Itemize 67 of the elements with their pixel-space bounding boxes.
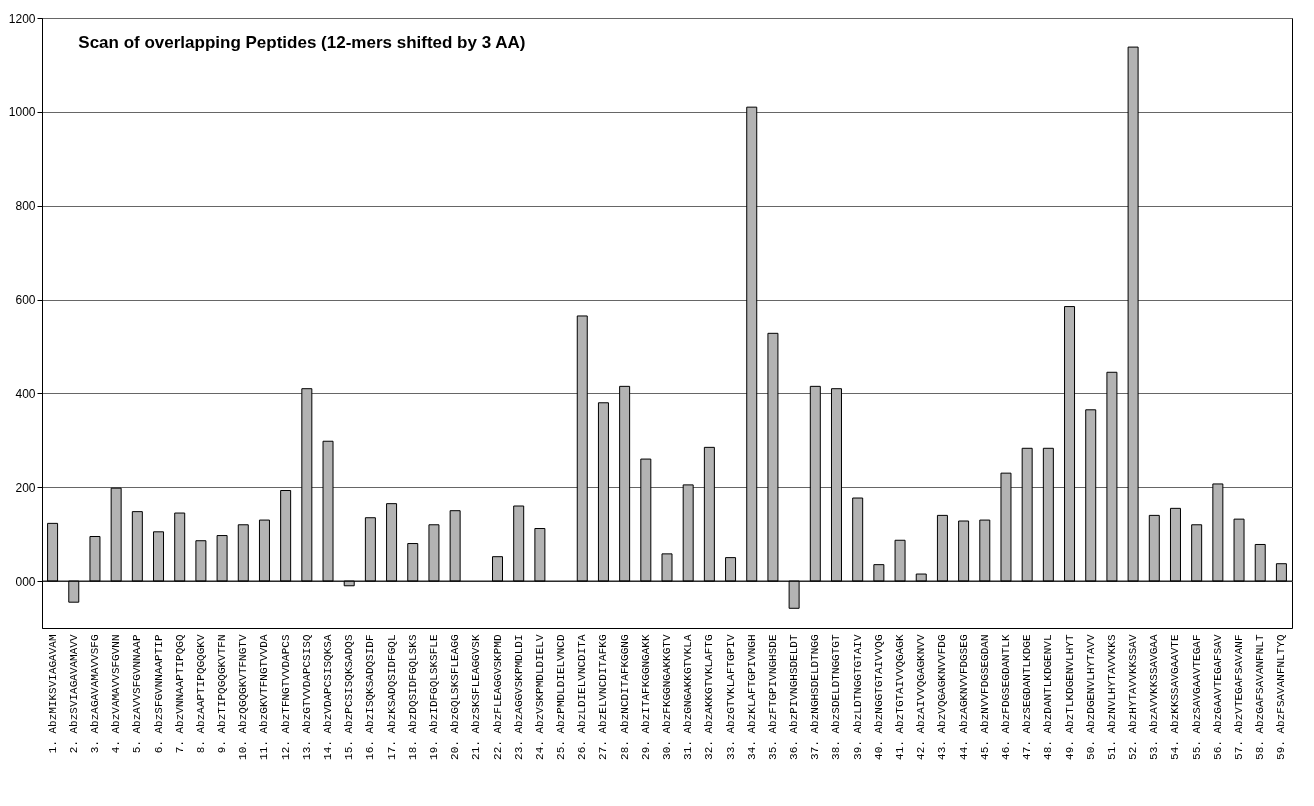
x-tick-label: 28. AbzNCDITAFKGGNG <box>618 634 631 760</box>
x-tick-label: 50. AbzDGENVLHYTAVV <box>1084 634 1097 760</box>
y-tick-label: 800 <box>15 199 36 214</box>
x-tick-label: 37. AbzNGHSDELDTNGG <box>809 634 822 760</box>
x-tick-label: 31. AbzGNGAKKGTVKLA <box>682 634 695 760</box>
x-tick-label: 36. AbzPIVNGHSDELDT <box>788 634 801 760</box>
y-tick-label: 1200 <box>8 11 36 26</box>
x-tick-label: 48. AbzDANTLKDGENVL <box>1042 634 1055 760</box>
x-tick-label: 59. AbzFSAVANFNLTYQ <box>1275 634 1288 760</box>
x-tick-label: 5. AbzAVVSFGVNNAAP <box>131 634 144 754</box>
x-tick-label: 21. AbzSKSFLEAGGVSK <box>470 634 483 760</box>
x-tick-label: 10. AbzQGQGKVTFNGTV <box>237 634 250 760</box>
x-tick-label: 53. AbzAVVKKSSAVGAA <box>1148 634 1161 760</box>
x-tick-label: 55. AbzSAVGAAVTEGAF <box>1190 634 1203 760</box>
x-tick-label: 58. AbzGAFSAVANFNLT <box>1254 634 1267 760</box>
x-tick-label: 19. AbzIDFGQLSKSFLE <box>427 634 440 760</box>
x-tick-label: 12. AbzTFNGTVVDAPCS <box>279 634 292 760</box>
x-tick-label: 32. AbzAKKGTVKLAFTG <box>703 634 716 760</box>
x-tick-label: 41. AbzTGTAIVVQGAGK <box>894 634 907 760</box>
x-tick-label: 4. AbzVAMAVVSFGVNN <box>110 634 123 754</box>
x-tick-label: 54. AbzKKSSAVGAAVTE <box>1169 634 1182 760</box>
x-tick-label: 18. AbzDQSIDFGQLSKS <box>406 634 419 760</box>
x-tick-label: 47. AbzSEGDANTLKDGE <box>1021 634 1034 760</box>
y-tick-label: 600 <box>15 293 36 308</box>
x-tick-label: 34. AbzKLAFTGPIVNGH <box>745 634 758 760</box>
x-tick-label: 15. AbzPCSISQKSADQS <box>343 634 356 760</box>
x-tick-label: 24. AbzVSKPMDLDIELV <box>533 634 546 760</box>
x-tick-label: 35. AbzFTGPIVNGHSDE <box>766 634 779 760</box>
x-tick-label: 1. AbzMIKSVIAGAVAM <box>46 634 59 754</box>
text: Scan of overlapping Peptides (12-mers shifted by 3 AA) <box>78 33 526 52</box>
x-tick-label: 7. AbzVNNAAPTIPQGQ <box>173 634 186 754</box>
x-tick-label: 42. AbzAIVVQGAGKNVV <box>915 634 928 760</box>
y-tick-label: 400 <box>15 386 36 401</box>
x-tick-label: 57. AbzVTEGAFSAVANF <box>1233 634 1246 760</box>
x-tick-label: 13. AbzGTVVDAPCSISQ <box>300 634 313 760</box>
x-tick-label: 30. AbzFKGGNGAKKGTV <box>661 634 673 760</box>
x-tick-label: 49. AbzTLKDGENVLHYT <box>1063 634 1076 760</box>
x-tick-label: 33. AbzGTVKLAFTGPIV <box>724 634 737 760</box>
x-tick-label: 2. AbzSVIAGAVAMAVV <box>67 634 80 754</box>
x-tick-label: 38. AbzSDELDTNGGTGT <box>830 634 843 760</box>
x-tick-label: 16. AbzISQKSADQSIDF <box>364 634 377 760</box>
y-tick-label: 1000 <box>8 105 36 120</box>
x-tick-label: 8. AbzAAPTIPQGQGKV <box>194 634 207 754</box>
x-tick-label: 9. AbzTIPQGQGKVTFN <box>216 634 229 754</box>
x-tick-label: 46. AbzFDGSEGDANTLK <box>999 634 1012 760</box>
x-tick-label: 26. AbzLDIELVNCDITA <box>576 634 589 760</box>
x-tick-label: 14. AbzVDAPCSISQKSA <box>322 634 335 760</box>
x-tick-label: 39. AbzLDTNGGTGTAIV <box>851 634 864 760</box>
x-tick-label: 29. AbzITAFKGGNGAKK <box>639 634 652 760</box>
x-tick-label: 56. AbzGAAVTEGAFSAV <box>1211 634 1224 760</box>
x-tick-label: 40. AbzNGGTGTAIVVQG <box>872 634 885 760</box>
x-tick-label: 6. AbzSFGVNNAAPTIP <box>152 634 165 754</box>
x-tick-label: 17. AbzKSADQSIDFGQL <box>385 634 398 760</box>
x-tick-label: 27. AbzELVNCDITAFKG <box>597 634 610 760</box>
x-tick-label: 20. AbzGQLSKSFLEAGG <box>449 634 462 760</box>
x-tick-label: 44. AbzAGKNVVFDGSEG <box>957 634 970 760</box>
x-tick-label: 51. AbzNVLHYTAVVKKS <box>1105 634 1118 760</box>
x-tick-label: 45. AbzNVVFDGSEGDAN <box>978 634 991 760</box>
x-tick-label: 23. AbzAGGVSKPMDLDI <box>512 634 525 760</box>
y-tick-label: 200 <box>15 480 36 495</box>
x-tick-label: 43. AbzVQGAGKNVVFDG <box>936 634 949 760</box>
x-tick-label: 52. AbzHYTAVVKKSSAV <box>1127 634 1140 760</box>
x-tick-label: 11. AbzGKVTFNGTVVDA <box>258 634 271 760</box>
y-tick-label: 000 <box>15 574 36 589</box>
x-tick-label: 25. AbzPMDLDIELVNCD <box>555 634 568 760</box>
x-tick-label: 3. AbzAGAVAMAVVSFG <box>88 634 101 754</box>
x-tick-label: 22. AbzFLEAGGVSKPMD <box>491 634 504 760</box>
